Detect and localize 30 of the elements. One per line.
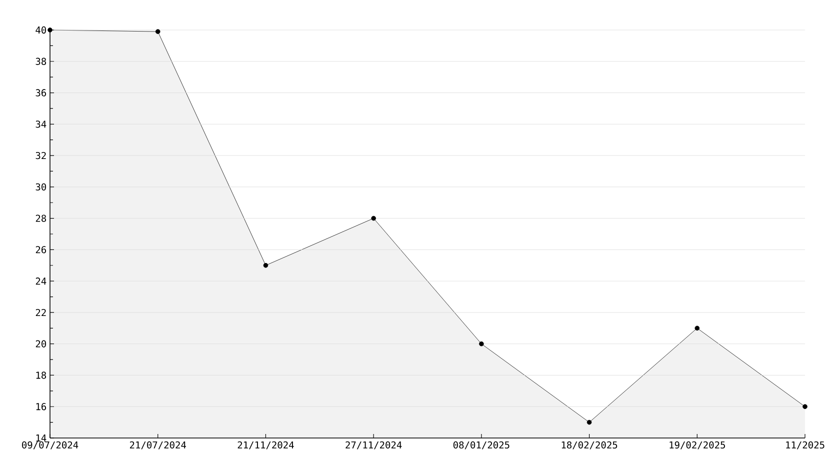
point xyxy=(371,216,376,221)
x-tick-label: 21/07/2024 xyxy=(130,441,186,450)
point xyxy=(586,420,592,425)
x-tick-label: 09/07/2024 xyxy=(22,441,78,450)
y-tick-label: 38 xyxy=(36,58,46,65)
y-tick-label: 16 xyxy=(36,403,46,410)
x-tick-label: 08/01/2025 xyxy=(453,441,510,450)
point xyxy=(802,404,808,410)
y-tick-label: 40 xyxy=(36,26,46,34)
y-tick-label: 30 xyxy=(36,183,46,191)
x-tick-label: 27/11/2024 xyxy=(346,441,402,450)
y-tick-label: 22 xyxy=(36,308,46,316)
x-tick-label: 19/02/2025 xyxy=(670,441,725,450)
x-tick-label: 18/02/2025 xyxy=(562,441,618,450)
y-tick-label: 28 xyxy=(36,214,46,222)
y-tick-label: 32 xyxy=(36,152,46,160)
y-tick-label: 14 xyxy=(36,434,46,442)
x-tick-label: 11/2025 xyxy=(786,441,824,450)
y-tick-label: 18 xyxy=(36,372,46,379)
point xyxy=(694,326,700,331)
point xyxy=(479,341,484,346)
y-tick-label: 24 xyxy=(36,278,46,285)
point xyxy=(155,29,160,34)
y-tick-label: 36 xyxy=(36,89,46,96)
y-tick-label: 26 xyxy=(36,246,46,254)
x-tick-label: 21/11/2024 xyxy=(238,441,294,450)
point xyxy=(48,28,52,32)
y-tick-label: 34 xyxy=(36,120,46,128)
point xyxy=(263,262,268,268)
y-tick-label: 20 xyxy=(36,340,46,348)
